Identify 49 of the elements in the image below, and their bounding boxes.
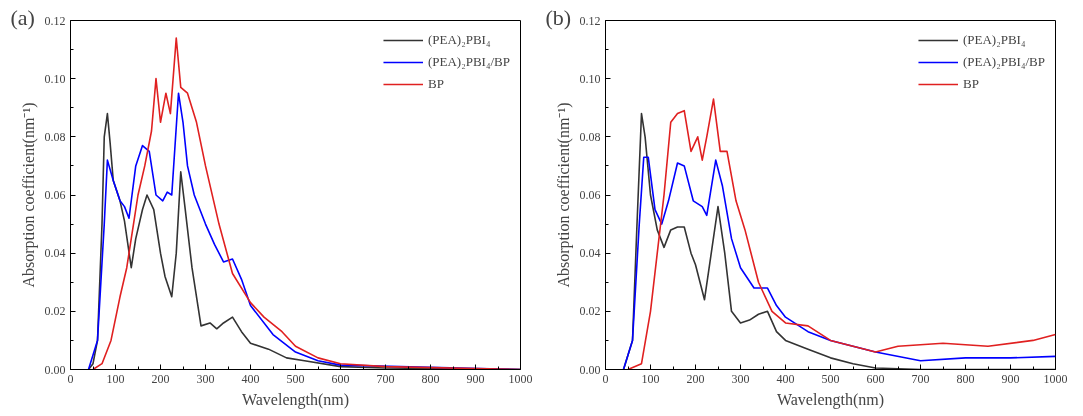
y-tick-label: 0.12 [44, 13, 66, 28]
y-tick-label: 0.02 [579, 304, 601, 319]
y-axis-title: Absorption coefficient(nm⁻¹) [554, 102, 573, 288]
x-tick-label: 300 [196, 371, 215, 386]
x-tick-label: 600 [331, 371, 350, 386]
y-tick-label: 0.00 [44, 362, 66, 377]
line-series [622, 156, 1056, 370]
y-tick-label: 0.10 [579, 71, 601, 86]
y-tick-label: 0.04 [579, 246, 601, 261]
y-tick-label: 0.02 [44, 304, 66, 319]
x-tick-label: 700 [911, 371, 930, 386]
x-tick-label: 500 [821, 371, 840, 386]
x-tick-label: 1000 [508, 371, 533, 386]
legend-label: (PEA)₂PBI₄ [962, 32, 1026, 48]
x-tick-label: 900 [1001, 371, 1020, 386]
x-tick-label: 100 [641, 371, 660, 386]
legend-label: (PEA)₂PBI₄ [427, 32, 491, 48]
x-tick-label: 0 [67, 371, 74, 386]
legend-label: BP [427, 76, 445, 92]
y-tick-label: 0.12 [579, 13, 601, 28]
y-tick-label: 0.10 [44, 71, 66, 86]
x-tick-label: 800 [421, 371, 440, 386]
legend-label: BP [962, 76, 980, 92]
y-tick-label: 0.06 [44, 188, 66, 202]
x-tick-label: 300 [731, 371, 750, 386]
x-tick-label: 1000 [1043, 371, 1068, 386]
x-tick-label: 0 [602, 371, 609, 386]
y-tick-label: 0.06 [579, 188, 601, 202]
x-tick-label: 200 [151, 371, 170, 386]
y-tick-label: 0.08 [44, 129, 66, 144]
x-tick-label: 200 [686, 371, 705, 386]
x-tick-label: 900 [466, 371, 485, 386]
y-axis-title: Absorption coefficient(nm⁻¹) [19, 102, 38, 288]
x-tick-label: 400 [776, 371, 795, 386]
chart-title: (b) [545, 4, 572, 30]
y-tick-label: 0.04 [44, 246, 66, 261]
y-tick-label: 0.00 [579, 362, 601, 377]
chart-title: (a) [10, 4, 35, 30]
x-axis-title: Wavelength(nm) [241, 390, 350, 409]
x-tick-label: 700 [376, 371, 395, 386]
legend-label: (PEA)₂PBI₄/BP [962, 54, 1045, 70]
x-tick-label: 500 [286, 371, 305, 386]
x-tick-label: 400 [241, 371, 260, 386]
legend-label: (PEA)₂PBI₄/BP [427, 54, 510, 70]
y-tick-label: 0.08 [579, 129, 601, 144]
x-tick-label: 100 [106, 371, 125, 386]
x-tick-label: 800 [956, 371, 975, 386]
x-axis-title: Wavelength(nm) [776, 390, 885, 409]
x-tick-label: 600 [866, 371, 885, 386]
